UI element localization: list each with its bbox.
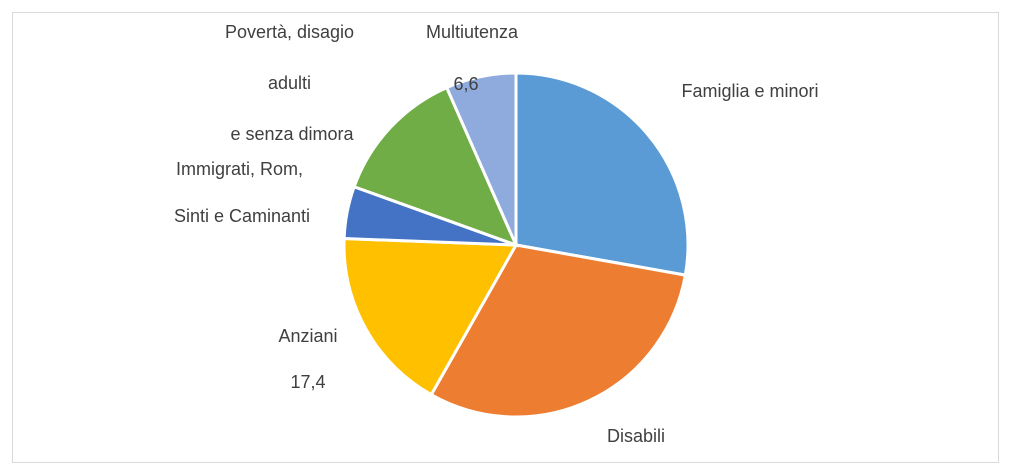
pie-slice (429, 243, 688, 419)
pie-slice (352, 85, 519, 248)
value-label: 6,6 (453, 74, 478, 94)
category-label: Disabili (607, 426, 665, 446)
category-label: Anziani (278, 326, 337, 346)
category-label: Multiutenza (426, 22, 519, 42)
category-label: Povertà, disagio adulti e senza dimora (225, 22, 359, 144)
pie-slice (444, 71, 518, 246)
pie-slice (514, 71, 690, 277)
pie-slice (342, 236, 519, 397)
category-label: Immigrati, Rom, Sinti e Caminanti (174, 159, 310, 226)
value-label: 17,4 (290, 372, 325, 392)
category-label: Famiglia e minori (681, 81, 818, 101)
